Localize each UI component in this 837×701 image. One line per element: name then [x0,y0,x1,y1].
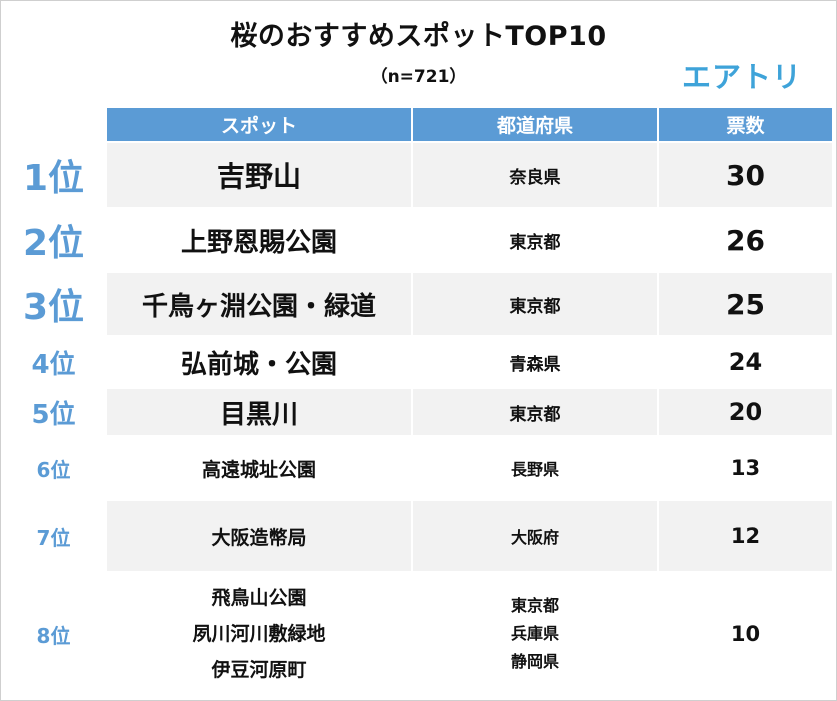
prefecture-8b: 兵庫県 [510,624,559,643]
page-title: 桜のおすすめスポットTOP10 [230,21,607,52]
votes-5: 20 [659,389,832,435]
prefecture-4: 青森県 [509,354,561,375]
prefecture-1: 奈良県 [413,143,657,207]
brand-logo: エアトリ [682,60,803,94]
rank-4: 4位 [31,349,76,380]
prefecture-5: 東京都 [413,389,657,435]
votes-1: 30 [659,143,832,207]
rank-6: 6位 [36,457,71,482]
votes-4: 24 [728,348,763,376]
rank-7: 7位 [36,525,71,550]
spot-5: 目黒川 [107,389,411,435]
spot-8c: 伊豆河原町 [211,659,307,681]
prefecture-8-group: 東京都 兵庫県 静岡県 [413,573,657,695]
spot-1: 吉野山 [107,143,411,207]
header-votes: 票数 [659,108,832,141]
sample-size: （n=721） [370,67,467,87]
prefecture-8a: 東京都 [510,596,559,615]
spot-8b: 夙川河川敷緑地 [192,623,326,645]
header-spot: スポット [107,108,411,141]
votes-6: 13 [730,456,761,480]
prefecture-3: 東京都 [413,273,657,335]
spot-8-group: 飛鳥山公園 夙川河川敷緑地 伊豆河原町 [107,573,411,695]
prefecture-8c: 静岡県 [510,652,559,671]
rank-1: 1位 [22,158,85,199]
spot-2: 上野恩賜公園 [180,227,337,258]
spot-6: 高遠城址公園 [201,458,316,481]
spot-4: 弘前城・公園 [180,349,337,380]
spot-3: 千鳥ヶ淵公園・緑道 [107,273,411,335]
prefecture-6: 長野県 [510,460,559,479]
votes-2: 26 [726,223,765,257]
rank-2: 2位 [22,223,85,264]
votes-7: 12 [659,501,832,571]
rank-5: 5位 [31,399,76,430]
header-prefecture: 都道府県 [413,108,657,141]
votes-3: 25 [659,273,832,335]
spot-7: 大阪造幣局 [107,501,411,571]
spot-8a: 飛鳥山公園 [211,587,307,609]
rank-8: 8位 [36,623,71,648]
votes-8: 10 [730,622,761,646]
prefecture-2: 東京都 [509,232,561,253]
prefecture-7: 大阪府 [413,501,657,571]
rank-3: 3位 [22,287,85,328]
